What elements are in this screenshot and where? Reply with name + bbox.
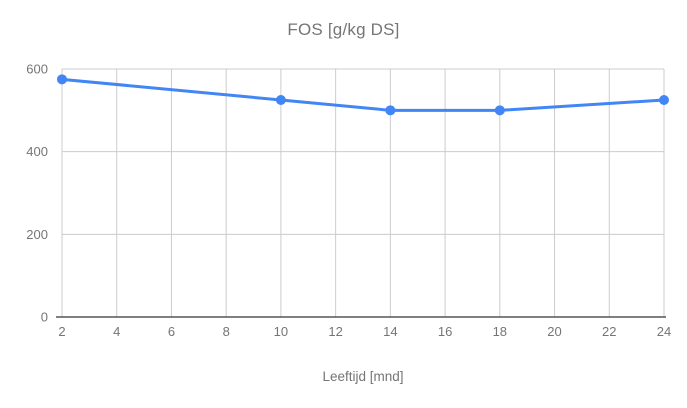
series-line <box>60 77 666 112</box>
x-tick-label: 12 <box>328 324 342 339</box>
y-tick-label: 200 <box>26 227 48 242</box>
data-point <box>275 95 286 105</box>
x-tick-label: 10 <box>274 324 288 339</box>
x-tick-label: 24 <box>657 324 671 339</box>
x-axis-title: Leeftijd [mnd] <box>322 369 404 384</box>
x-tick-label: 16 <box>438 324 452 339</box>
y-tick-label: 0 <box>41 310 48 325</box>
x-tick-label: 20 <box>547 324 561 339</box>
x-tick-label: 22 <box>602 324 616 339</box>
y-tick-label: 400 <box>26 144 48 159</box>
x-tick-label: 18 <box>493 324 507 339</box>
x-tick-label: 14 <box>383 324 397 339</box>
data-point <box>494 105 505 116</box>
y-tick-label: 600 <box>26 62 48 77</box>
x-tick-label: 6 <box>168 324 175 339</box>
data-point <box>57 74 67 85</box>
x-tick-label: 8 <box>223 324 230 339</box>
chart-title: FOS [g/kg DS] <box>287 20 400 39</box>
x-tick-label: 4 <box>113 324 120 339</box>
x-tick-label: 2 <box>58 324 65 339</box>
data-point <box>385 105 396 116</box>
data-point <box>659 95 669 105</box>
